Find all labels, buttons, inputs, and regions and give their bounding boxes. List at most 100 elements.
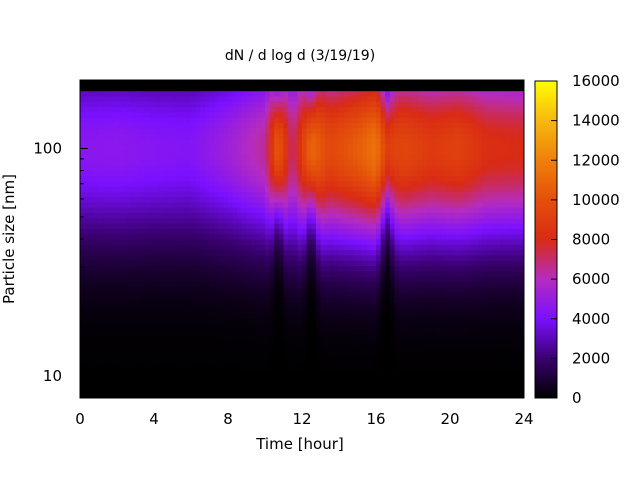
heatmap-cell — [274, 101, 280, 108]
heatmap-cell — [89, 276, 95, 282]
heatmap-cell — [325, 133, 331, 139]
heatmap-cell — [232, 201, 238, 208]
heatmap-cell — [181, 254, 187, 261]
heatmap-cell — [80, 350, 86, 357]
heatmap-cell — [334, 244, 340, 251]
heatmap-cell — [394, 286, 400, 293]
heatmap-cell — [251, 201, 257, 208]
heatmap-cell — [140, 244, 146, 251]
heatmap-cell — [403, 249, 409, 256]
heatmap-cell — [417, 366, 423, 373]
heatmap-cell — [389, 244, 396, 251]
heatmap-cell — [218, 212, 224, 219]
heatmap-cell — [126, 233, 132, 240]
heatmap-cell — [149, 244, 155, 251]
heatmap-cell — [232, 292, 238, 298]
heatmap-cell — [204, 133, 211, 139]
heatmap-cell — [403, 307, 409, 314]
heatmap-cell — [84, 286, 90, 293]
heatmap-cell — [389, 154, 396, 161]
heatmap-cell — [89, 111, 95, 118]
heatmap-cell — [218, 159, 224, 166]
heatmap-cell — [232, 106, 238, 113]
heatmap-cell — [389, 101, 396, 108]
heatmap-cell — [371, 355, 377, 362]
heatmap-cell — [357, 159, 363, 166]
heatmap-cell — [278, 244, 285, 251]
heatmap-cell — [260, 90, 266, 97]
heatmap-cell — [357, 307, 363, 314]
heatmap-cell — [149, 164, 155, 171]
heatmap-cell — [121, 233, 127, 240]
heatmap-cell — [454, 276, 460, 282]
heatmap-cell — [214, 254, 220, 261]
heatmap-cell — [306, 329, 312, 335]
heatmap-cell — [130, 164, 137, 171]
heatmap-cell — [320, 154, 326, 161]
heatmap-cell — [163, 111, 169, 118]
heatmap-cell — [343, 170, 349, 176]
heatmap-cell — [117, 117, 123, 123]
heatmap-cell — [278, 270, 285, 277]
heatmap-cell — [112, 111, 118, 118]
heatmap-cell — [292, 212, 298, 219]
heatmap-cell — [130, 260, 137, 267]
heatmap-cell — [265, 228, 271, 235]
heatmap-cell — [80, 201, 86, 208]
heatmap-cell — [117, 217, 123, 224]
heatmap-cell — [223, 106, 229, 113]
heatmap-cell — [403, 186, 409, 192]
heatmap-cell — [283, 366, 289, 373]
heatmap-cell — [380, 180, 386, 187]
heatmap-cell — [241, 101, 248, 108]
heatmap-cell — [200, 350, 206, 357]
heatmap-cell — [348, 297, 354, 304]
heatmap-cell — [283, 217, 289, 224]
heatmap-cell — [260, 297, 266, 304]
heatmap-cell — [320, 138, 326, 145]
heatmap-cell — [223, 191, 229, 198]
heatmap-cell — [422, 175, 428, 182]
heatmap-cell — [103, 366, 109, 373]
heatmap-cell — [306, 85, 312, 92]
heatmap-cell — [408, 239, 414, 245]
heatmap-cell — [278, 313, 285, 320]
heatmap-cell — [204, 318, 211, 325]
heatmap-cell — [228, 302, 234, 309]
heatmap-cell — [362, 323, 368, 330]
heatmap-cell — [181, 233, 187, 240]
heatmap-cell — [195, 186, 201, 192]
heatmap-cell — [209, 302, 215, 309]
heatmap-cell — [334, 254, 340, 261]
heatmap-cell — [214, 217, 220, 224]
heatmap-cell — [292, 334, 298, 341]
heatmap-cell — [228, 339, 234, 346]
heatmap-cell — [329, 143, 335, 150]
heatmap-cell — [422, 148, 428, 155]
heatmap-cell — [121, 191, 127, 198]
heatmap-cell — [422, 164, 428, 171]
heatmap-cell — [362, 170, 368, 176]
heatmap-cell — [232, 239, 238, 245]
heatmap-cell — [320, 196, 326, 203]
heatmap-cell — [232, 180, 238, 187]
heatmap-cell — [154, 270, 160, 277]
heatmap-cell — [426, 180, 433, 187]
heatmap-cell — [84, 350, 90, 357]
heatmap-cell — [311, 297, 317, 304]
heatmap-cell — [325, 164, 331, 171]
heatmap-cell — [352, 196, 359, 203]
heatmap-cell — [269, 292, 275, 298]
heatmap-cell — [376, 254, 382, 261]
heatmap-cell — [149, 117, 155, 123]
heatmap-cell — [413, 143, 419, 150]
heatmap-cell — [315, 127, 322, 134]
heatmap-cell — [422, 180, 428, 187]
heatmap-cell — [214, 323, 220, 330]
heatmap-cell — [195, 313, 201, 320]
heatmap-cell — [204, 148, 211, 155]
heatmap-cell — [117, 127, 123, 134]
heatmap-cell — [251, 371, 257, 378]
heatmap-cell — [422, 207, 428, 214]
heatmap-cell — [352, 302, 359, 309]
